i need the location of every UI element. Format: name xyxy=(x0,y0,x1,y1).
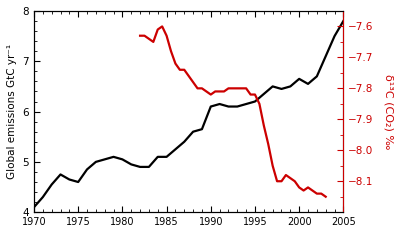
Y-axis label: δ¹³C (CO₂) ‰: δ¹³C (CO₂) ‰ xyxy=(383,74,393,149)
Y-axis label: Global emissions GtC yr⁻¹: Global emissions GtC yr⁻¹ xyxy=(7,44,17,179)
